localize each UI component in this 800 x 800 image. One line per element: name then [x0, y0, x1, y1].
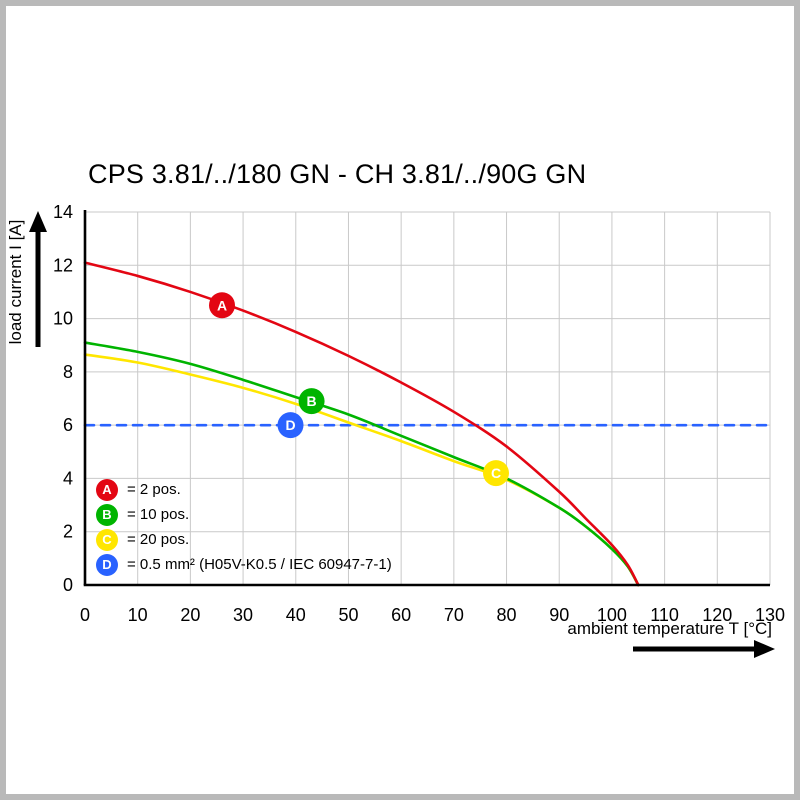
legend-dot-D: D — [96, 553, 118, 576]
y-axis-arrow-icon — [29, 211, 47, 347]
curve-marker-B — [298, 388, 325, 415]
legend: A = 2 pos. B = 10 pos. C = 20 pos. D = 0.5 mm² … — [96, 477, 392, 577]
y-tick-label: 10 — [53, 309, 73, 329]
x-tick-label: 80 — [497, 605, 517, 625]
x-tick-label: 70 — [444, 605, 464, 625]
legend-item-D: D = 0.5 mm² (H05V-K0.5 / IEC 60947-7-1) — [96, 552, 392, 577]
legend-item-A: A = 2 pos. — [96, 477, 392, 502]
legend-item-C: C = 20 pos. — [96, 527, 392, 552]
legend-dot-C: C — [96, 528, 118, 551]
x-axis-arrow-icon — [633, 640, 775, 658]
curve-marker-A — [209, 292, 235, 319]
x-tick-label: 40 — [286, 605, 306, 625]
y-tick-label: 14 — [53, 202, 73, 222]
x-tick-label: 130 — [755, 605, 785, 625]
curve-marker-letter-D: D — [285, 417, 295, 433]
derating-chart-canvas: 0 10 20 30 40 50 60 70 80 90 100 110 120 130 0 2 4 6 8 10 12… — [53, 202, 785, 625]
legend-label-A: = 2 pos. — [127, 481, 181, 498]
legend-label-B: = 10 pos. — [127, 506, 190, 523]
y-tick-label: 12 — [53, 255, 73, 275]
y-tick-label: 6 — [63, 415, 73, 435]
x-tick-label: 120 — [702, 605, 732, 625]
curve-marker-letter-B: B — [307, 393, 317, 409]
x-tick-label: 20 — [180, 605, 200, 625]
x-axis-label: ambient temperature T [°C] — [567, 619, 772, 638]
x-tick-label: 10 — [128, 605, 148, 625]
curve-marker-C — [483, 460, 509, 487]
x-tick-label: 110 — [650, 605, 679, 625]
x-tick-label: 0 — [80, 605, 90, 625]
legend-label-D: = 0.5 mm² (H05V-K0.5 / IEC 60947-7-1) — [127, 556, 392, 573]
curve-B — [83, 341, 640, 587]
legend-label-C: = 20 pos. — [127, 531, 190, 548]
legend-item-B: B = 10 pos. — [96, 502, 392, 527]
chart-title: CPS 3.81/../180 GN - CH 3.81/../90G GN — [88, 159, 587, 189]
legend-dot-A: A — [96, 478, 118, 501]
x-tick-label: 50 — [338, 605, 358, 625]
x-tick-label: 30 — [233, 605, 253, 625]
curve-marker-D — [277, 412, 304, 439]
curve-A — [83, 261, 640, 587]
y-tick-label: 8 — [63, 362, 73, 382]
y-axis-label: load current I [A] — [6, 219, 25, 345]
y-tick-label: 2 — [63, 522, 73, 542]
curve-marker-letter-C: C — [491, 465, 501, 481]
legend-dot-B: B — [96, 503, 118, 526]
x-tick-label: 60 — [391, 605, 411, 625]
y-tick-label: 4 — [63, 468, 73, 488]
x-tick-label: 100 — [597, 605, 627, 625]
curve-marker-letter-A: A — [217, 297, 227, 313]
x-tick-label: 90 — [549, 605, 569, 625]
y-tick-label: 0 — [63, 575, 73, 595]
